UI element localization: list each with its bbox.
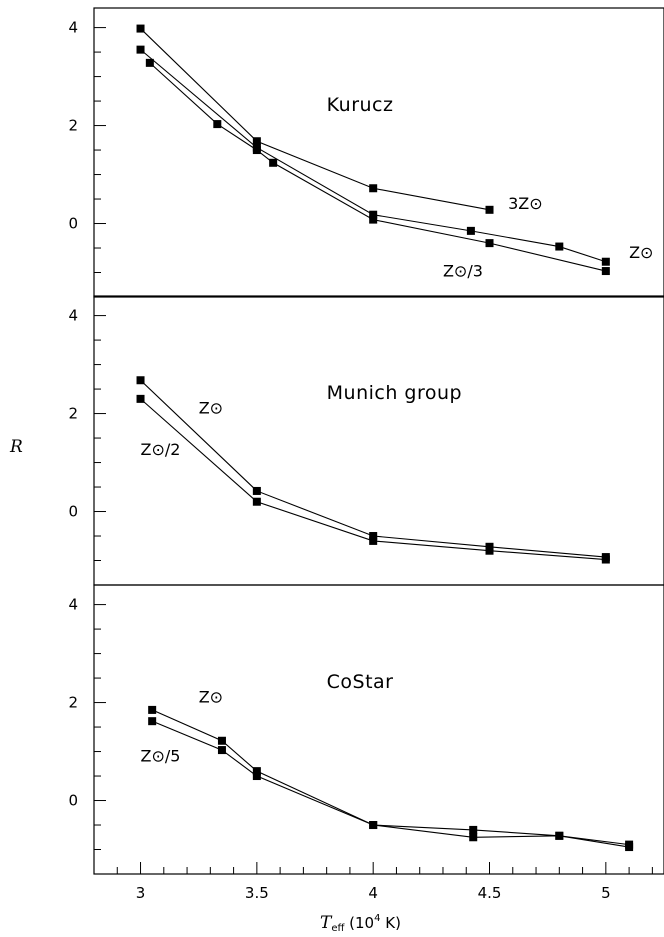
data-point bbox=[252, 767, 261, 776]
data-point bbox=[601, 555, 610, 564]
data-point bbox=[369, 532, 378, 541]
panel-title: Munich group bbox=[327, 382, 462, 404]
series-line bbox=[140, 49, 607, 263]
data-point bbox=[136, 394, 145, 403]
data-point bbox=[485, 239, 494, 248]
y-tick-label: 2 bbox=[68, 405, 78, 423]
data-point bbox=[369, 184, 378, 193]
y-axis-label: R bbox=[9, 437, 23, 457]
data-point bbox=[625, 843, 634, 852]
data-point bbox=[369, 536, 378, 545]
data-point bbox=[369, 821, 378, 830]
data-point bbox=[145, 58, 154, 67]
x-label-exponent: 4 bbox=[374, 913, 380, 924]
series-annotation: 3Z⊙ bbox=[508, 194, 543, 213]
data-point bbox=[555, 242, 564, 251]
x-axis-label: Teff (104 K) bbox=[320, 913, 401, 934]
y-tick-label: 2 bbox=[68, 117, 78, 135]
x-tick-label: 4 bbox=[368, 884, 378, 902]
data-point bbox=[369, 210, 378, 219]
x-tick-label: 3 bbox=[136, 884, 146, 902]
y-tick-label: 0 bbox=[68, 215, 78, 233]
data-point bbox=[148, 717, 157, 726]
data-point bbox=[252, 772, 261, 781]
data-point bbox=[213, 120, 222, 129]
panel-frame bbox=[93, 7, 664, 298]
data-point bbox=[269, 158, 278, 167]
series-line bbox=[151, 709, 630, 846]
x-tick-label: 3.5 bbox=[245, 884, 269, 902]
panel-1: 0 2 4 Kurucz 3Z⊙ Z⊙ Z⊙/3 bbox=[68, 7, 664, 298]
data-point bbox=[469, 825, 478, 834]
series-annotation: Z⊙/3 bbox=[443, 261, 483, 280]
y-tick-label: 4 bbox=[68, 307, 78, 325]
panel-3: 0 2 4 3 3.5 4 4.5 5 CoStar Z⊙ Z⊙/5 bbox=[68, 584, 664, 902]
data-point bbox=[148, 705, 157, 714]
data-point bbox=[252, 497, 261, 506]
series-annotation: Z⊙/5 bbox=[141, 746, 181, 765]
data-point bbox=[252, 137, 261, 146]
y-tick-label: 0 bbox=[68, 503, 78, 521]
data-point bbox=[136, 45, 145, 54]
x-label-tail: K) bbox=[380, 914, 400, 932]
data-point bbox=[136, 24, 145, 33]
y-tick-label: 2 bbox=[68, 694, 78, 712]
data-point bbox=[485, 205, 494, 214]
data-point bbox=[217, 736, 226, 745]
data-point bbox=[136, 376, 145, 385]
x-tick-label: 4.5 bbox=[478, 884, 502, 902]
data-point bbox=[469, 833, 478, 842]
data-point bbox=[252, 486, 261, 495]
data-point bbox=[555, 831, 564, 840]
series-annotation: Z⊙ bbox=[629, 243, 653, 262]
data-point bbox=[217, 746, 226, 755]
x-label-symbol: T bbox=[320, 913, 333, 933]
x-label-subscript: eff bbox=[331, 923, 345, 934]
data-point bbox=[369, 215, 378, 224]
x-tick-label: 5 bbox=[601, 884, 611, 902]
x-label-units: (10 bbox=[344, 914, 374, 932]
series-line bbox=[140, 28, 490, 211]
panel-title: Kurucz bbox=[327, 94, 394, 116]
y-tick-label: 0 bbox=[68, 792, 78, 810]
panel-frame bbox=[93, 584, 664, 875]
data-point bbox=[601, 267, 610, 276]
data-point bbox=[601, 257, 610, 266]
series-annotation: Z⊙ bbox=[199, 688, 223, 707]
series-annotation: Z⊙/2 bbox=[141, 440, 181, 459]
panel-title: CoStar bbox=[327, 671, 394, 693]
panel-2: 0 2 4 Munich group Z⊙ Z⊙/2 bbox=[68, 295, 664, 586]
series-annotation: Z⊙ bbox=[199, 399, 223, 418]
data-point bbox=[252, 146, 261, 155]
data-point bbox=[485, 546, 494, 555]
y-tick-label: 4 bbox=[68, 19, 78, 37]
data-point bbox=[466, 226, 475, 235]
y-tick-label: 4 bbox=[68, 596, 78, 614]
